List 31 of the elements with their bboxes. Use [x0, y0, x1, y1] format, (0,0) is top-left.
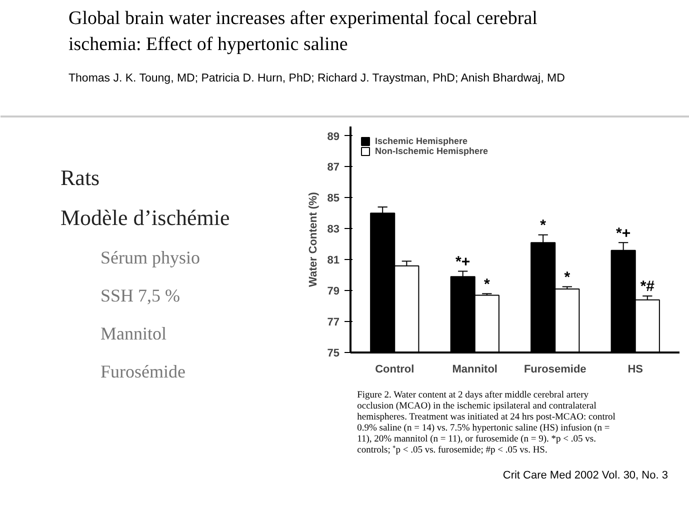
text: Furosémide: [100, 362, 186, 382]
text: SSH 7,5 %: [100, 286, 180, 306]
legend-label: Non-Ischemic Hemisphere: [375, 146, 488, 156]
annotation: *+: [456, 253, 470, 270]
y-tick-label: 77: [327, 316, 340, 329]
text: Sérum physio: [100, 248, 200, 268]
text: Crit Care Med 2002 Vol. 30, No. 3: [502, 470, 668, 482]
y-tick-label: 75: [327, 348, 340, 360]
y-tick-label: 85: [327, 192, 340, 205]
x-tick-label: Furosemide: [524, 364, 586, 376]
text: Modèle d’ischémie: [60, 205, 230, 230]
y-tick-label: 79: [327, 286, 340, 298]
chart-title: Global brain water increases after experimental focal cerebral ischemia: Effect of hypertonic saline: [68, 8, 538, 55]
annotation: *: [564, 268, 570, 286]
y-tick-label: 83: [327, 224, 340, 236]
annotation: *#: [640, 278, 656, 296]
text: Rats: [60, 165, 100, 190]
x-tick-label: Control: [375, 364, 414, 376]
x-tick-label: HS: [628, 364, 644, 376]
y-tick-label: 89: [327, 130, 340, 143]
caption: Figure 2. Water content at 2 days after middle cerebral artery occlusion (MCAO) in the ischemic ipsilateral and contralateral hemispheres. Treatment was initiated at 24 hrs post-MCAO: control 0.9% saline (n = 14) vs. 7.5% hypertonic saline (HS) infusion (n = 11), 20% mannitol (n = 11), or furosemide (n = 9). *p < .05 vs. controls; ⁺p < .05 vs. furosemide; #p < .05 vs. HS.: [357, 390, 616, 456]
annotation: *: [540, 217, 546, 234]
text: Mannitol: [100, 324, 166, 344]
chart-subtitle: Thomas J. K. Toung, MD; Patricia D. Hurn, PhD; Richard J. Traystman, PhD; Anish Bhardwaj, MD: [68, 72, 565, 84]
x-tick-label: Mannitol: [452, 364, 498, 376]
y-axis-title: Water Content (%): [307, 192, 320, 287]
annotation: *: [484, 276, 490, 293]
legend-label: Ischemic Hemisphere: [375, 136, 468, 146]
y-tick-label: 87: [327, 162, 340, 174]
annotation: *+: [616, 224, 631, 242]
y-tick-label: 81: [327, 254, 340, 267]
